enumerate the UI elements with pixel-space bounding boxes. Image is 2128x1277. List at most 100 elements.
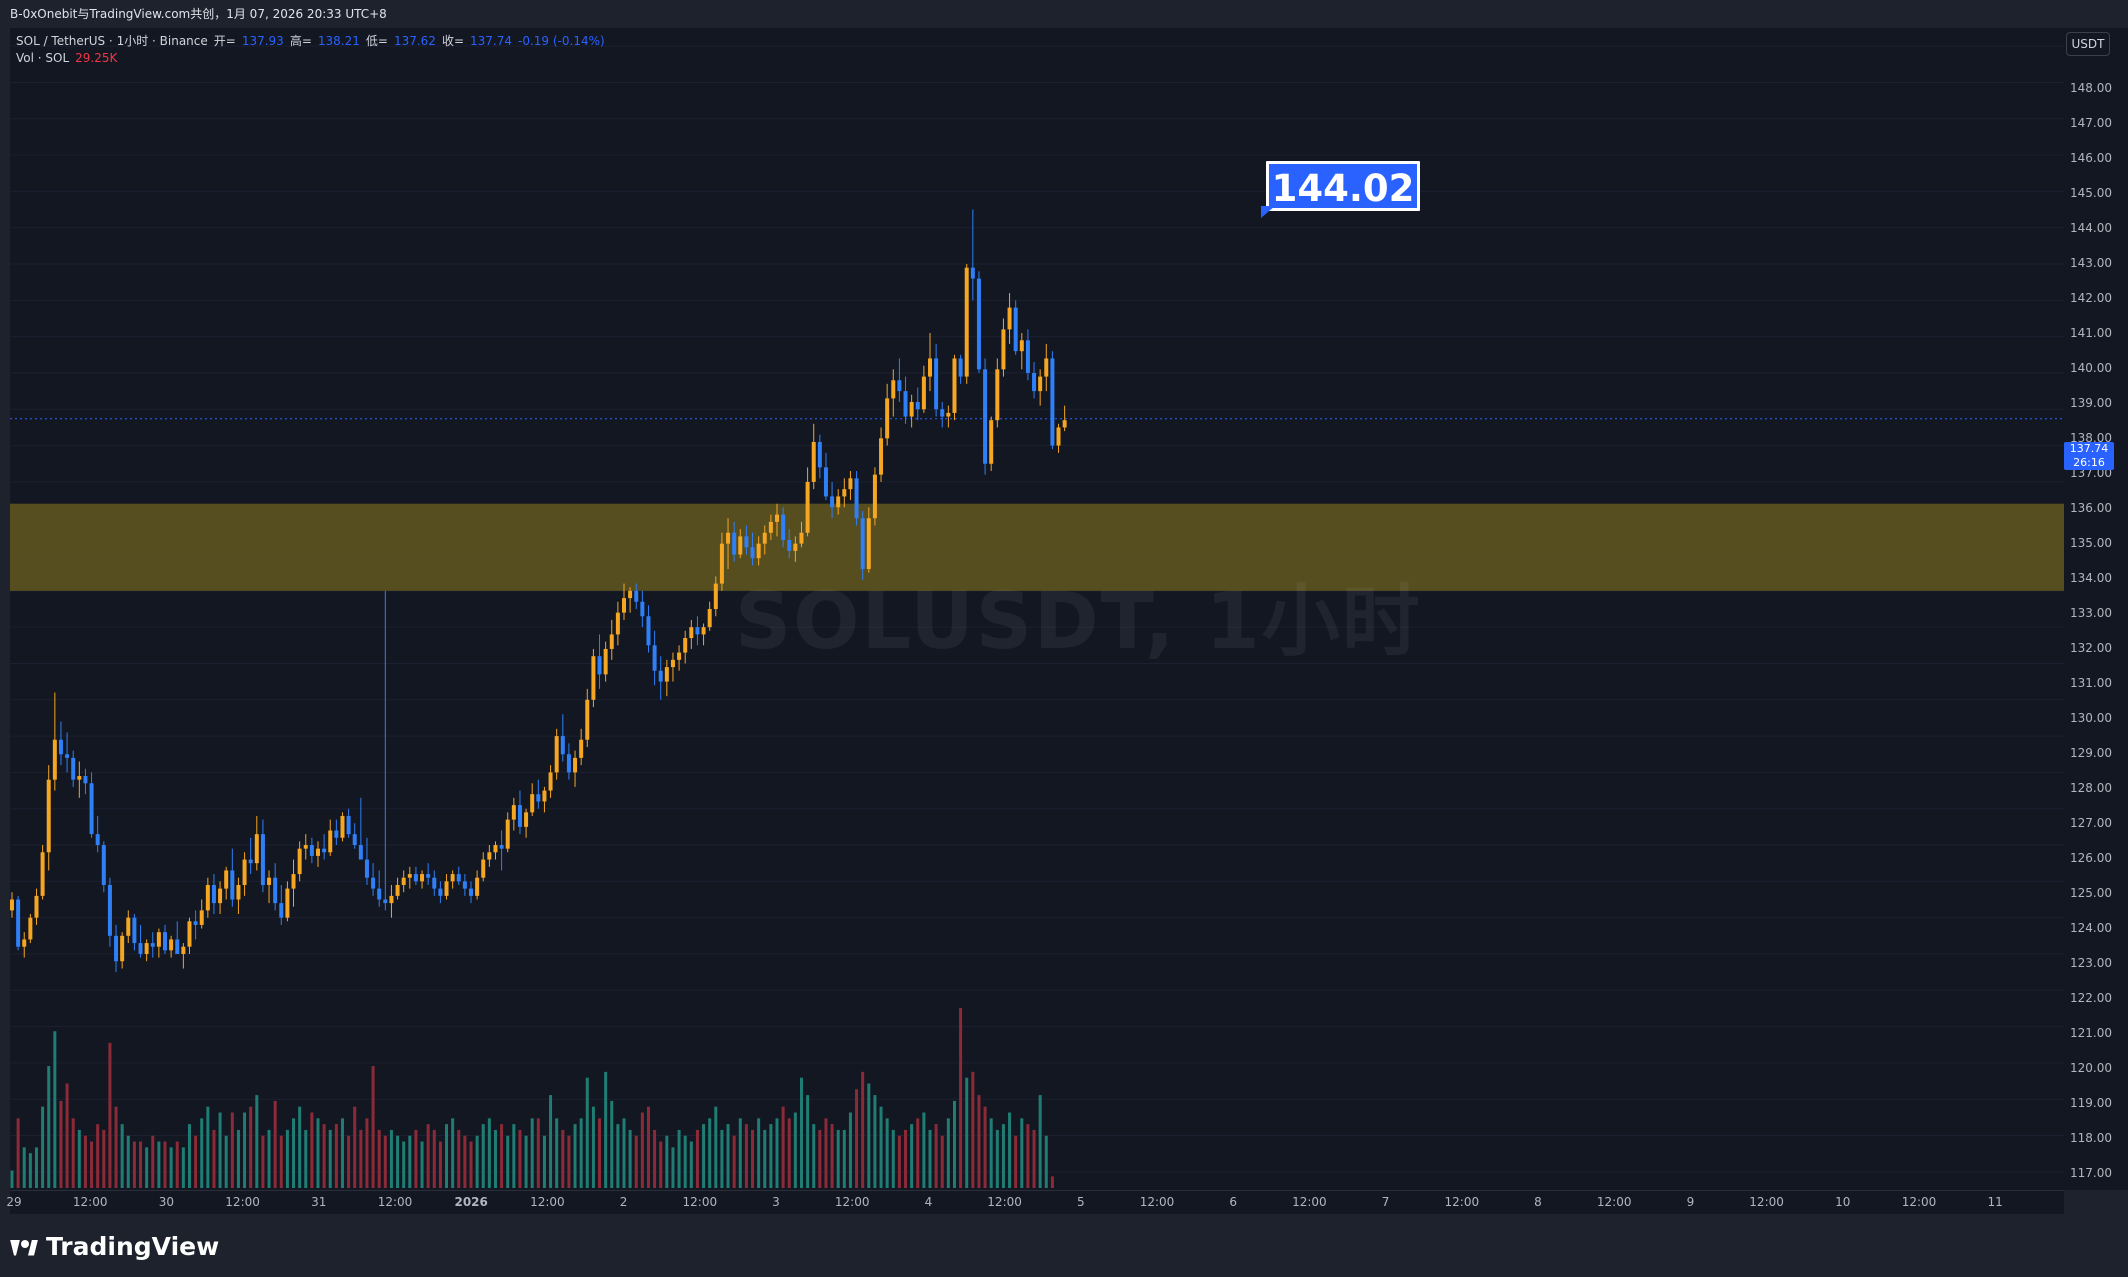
candle-body xyxy=(475,877,480,896)
candle-body xyxy=(1001,329,1006,370)
currency-unit-button[interactable]: USDT xyxy=(2066,32,2110,56)
price-axis[interactable] xyxy=(2064,28,2128,1190)
candle-body xyxy=(77,776,82,780)
candle-body xyxy=(279,903,284,918)
current-price: 137.74 xyxy=(2069,442,2109,455)
volume-bar xyxy=(200,1118,204,1188)
volume-bar xyxy=(842,1129,846,1188)
price-axis-label: 131.00 xyxy=(2070,676,2112,690)
volume-bar xyxy=(518,1129,522,1188)
volume-bar xyxy=(536,1118,540,1188)
candle-body xyxy=(885,398,890,439)
volume-bar xyxy=(279,1135,283,1188)
candle-body xyxy=(120,935,125,962)
volume-bar xyxy=(646,1106,650,1188)
candle-body xyxy=(921,376,926,410)
volume-bar xyxy=(757,1118,761,1188)
time-axis-label: 8 xyxy=(1534,1195,1542,1209)
volume-bar xyxy=(469,1141,473,1188)
volume-bar xyxy=(726,1124,730,1188)
volume-bar xyxy=(169,1147,173,1188)
candle-body xyxy=(383,899,388,904)
volume-bar xyxy=(677,1129,681,1188)
volume-bar xyxy=(243,1112,247,1188)
candle-body xyxy=(211,884,216,904)
candle-body xyxy=(836,496,841,508)
candle-body xyxy=(713,583,718,609)
candle-body xyxy=(811,441,816,482)
candle-body xyxy=(768,521,773,533)
candle-body xyxy=(34,895,39,918)
volume-bar xyxy=(151,1135,155,1188)
volume-bar xyxy=(769,1124,773,1188)
candle-body xyxy=(505,819,510,849)
candle-body xyxy=(456,874,461,882)
price-axis-label: 144.00 xyxy=(2070,221,2112,235)
time-axis-label: 2 xyxy=(619,1195,628,1209)
volume-bar xyxy=(353,1106,357,1188)
volume-bar xyxy=(28,1153,32,1188)
candle-body xyxy=(481,859,486,878)
candle-body xyxy=(156,932,161,947)
candlestick-chart[interactable] xyxy=(10,28,2064,1190)
candle-body xyxy=(928,358,932,377)
volume-bar xyxy=(751,1129,755,1188)
volume-bar xyxy=(861,1071,865,1188)
candle-body xyxy=(726,532,731,544)
candle-body xyxy=(983,369,988,464)
price-axis-label: 141.00 xyxy=(2070,326,2112,340)
candle-body xyxy=(126,917,131,936)
candle-body xyxy=(101,845,106,885)
volume-bar xyxy=(653,1129,657,1188)
volume-bar xyxy=(744,1124,748,1188)
candle-body xyxy=(297,848,302,875)
volume-bar xyxy=(1032,1129,1036,1188)
candle-body xyxy=(1025,340,1030,373)
candle-body xyxy=(236,884,241,900)
volume-bar xyxy=(561,1129,565,1188)
volume-bar xyxy=(585,1077,589,1188)
tradingview-logo[interactable]: TradingView xyxy=(10,1232,219,1261)
volume-bar xyxy=(53,1031,57,1188)
candle-body xyxy=(658,670,663,682)
volume-bar xyxy=(402,1141,406,1188)
candle-body xyxy=(377,888,382,900)
volume-bar xyxy=(989,1118,993,1188)
price-axis-label: 139.00 xyxy=(2070,396,2112,410)
volume-bar xyxy=(1020,1118,1024,1188)
candle-body xyxy=(689,627,694,639)
volume-bar xyxy=(365,1118,369,1188)
volume-bar xyxy=(396,1135,400,1188)
time-axis-label: 12:00 xyxy=(225,1195,260,1209)
volume-bar xyxy=(347,1135,351,1188)
volume-bar xyxy=(952,1100,956,1188)
candle-body xyxy=(701,627,706,635)
high-label: 高= xyxy=(289,34,312,48)
candle-body xyxy=(915,402,920,410)
volume-bar xyxy=(579,1118,583,1188)
volume-bar xyxy=(836,1129,840,1188)
tradingview-brand: TradingView xyxy=(46,1232,220,1261)
volume-bar xyxy=(22,1147,26,1188)
volume-bar xyxy=(114,1106,118,1188)
volume-bar xyxy=(542,1135,546,1188)
candle-body xyxy=(719,543,724,584)
volume-bar xyxy=(96,1124,100,1188)
candle-body xyxy=(1013,307,1018,352)
price-axis-label: 122.00 xyxy=(2070,991,2112,1005)
volume-bar xyxy=(959,1008,963,1188)
candle-body xyxy=(413,874,418,882)
time-axis-label: 12:00 xyxy=(1292,1195,1327,1209)
volume-bar xyxy=(194,1135,198,1188)
volume-bar xyxy=(512,1124,516,1188)
volume-bar xyxy=(946,1118,950,1188)
chart-area[interactable]: SOL / TetherUS · 1小时 · Binance 开= 137.93… xyxy=(10,28,2065,1190)
volume-bar xyxy=(493,1129,497,1188)
candle-body xyxy=(530,794,535,813)
price-axis-label: 127.00 xyxy=(2070,816,2112,830)
volume-bar xyxy=(867,1083,871,1188)
candle-body xyxy=(132,917,137,944)
candle-body xyxy=(579,739,584,758)
candle-body xyxy=(28,917,33,940)
time-axis[interactable]: 29 12:00 30 12:00 31 12:00 2026 12:00 2 12:00 3 12:… xyxy=(6,1190,2064,1215)
